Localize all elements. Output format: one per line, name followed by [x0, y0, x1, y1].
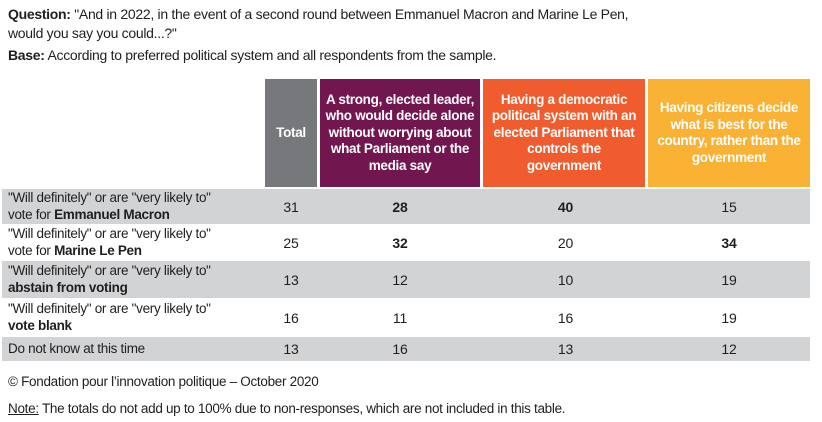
row-label-line2-bold: Marine Le Pen	[54, 242, 142, 258]
table-row: "Will definitely" or are "very likely to…	[2, 261, 810, 298]
table-row: "Will definitely" or are "very likely to…	[2, 298, 810, 337]
copyright: © Fondation pour l’innovation politique …	[8, 374, 319, 389]
row-label: "Will definitely" or are "very likely to…	[2, 190, 265, 223]
value-cell-democratic-system: 13	[557, 341, 574, 357]
row-label: "Will definitely" or are "very likely to…	[2, 263, 265, 296]
value-cell-democratic-system: 40	[557, 198, 574, 215]
row-label-line2-prefix: vote for	[8, 206, 55, 222]
table-body: "Will definitely" or are "very likely to…	[2, 189, 810, 361]
column-header-democratic-system: Having a democratic political system wit…	[483, 79, 645, 187]
row-label: "Will definitely" or are "very likely to…	[2, 301, 265, 334]
row-label-line1: "Will definitely" or are "very likely to…	[8, 301, 211, 316]
column-header-total: Total	[265, 79, 317, 187]
table-row: "Will definitely" or are "very likely to…	[2, 189, 810, 224]
row-label-line2-prefix: vote for	[8, 242, 55, 258]
value-cell-strong-leader: 32	[392, 234, 408, 251]
value-cell-democratic-system: 10	[557, 271, 574, 288]
value-cell-citizens-decide: 12	[721, 341, 737, 357]
intro-block: Question: "And in 2022, in the event of …	[8, 5, 656, 65]
value-cell-strong-leader: 28	[392, 198, 408, 215]
column-header-label: Having a democratic political system wit…	[491, 91, 637, 173]
value-cell-total: 31	[283, 198, 299, 215]
value-cell-total: 13	[283, 341, 299, 357]
note-label: Note:	[8, 401, 39, 416]
value-cell-strong-leader: 16	[392, 341, 408, 357]
row-label: Do not know at this time	[2, 341, 265, 358]
value-cell-democratic-system: 16	[557, 309, 574, 326]
column-header-label: Total	[276, 124, 306, 140]
value-cell-democratic-system: 20	[557, 234, 574, 251]
note: Note: The totals do not add up to 100% d…	[8, 401, 566, 416]
row-label-line1: "Will definitely" or are "very likely to…	[8, 263, 211, 278]
base-text: Base: According to preferred political s…	[8, 47, 497, 63]
value-cell-citizens-decide: 15	[721, 198, 737, 215]
value-cell-total: 13	[283, 271, 299, 288]
base-label: Base:	[8, 47, 45, 63]
value-cell-total: 25	[283, 234, 299, 251]
column-header-label: Having citizens decide what is best for …	[657, 100, 801, 165]
row-label: "Will definitely" or are "very likely to…	[2, 226, 265, 259]
value-cell-strong-leader: 11	[392, 309, 408, 326]
row-label-line2-bold: vote blank	[8, 317, 72, 333]
value-cell-citizens-decide: 34	[721, 234, 737, 251]
value-cell-strong-leader: 12	[392, 271, 408, 288]
row-label-line1: Do not know at this time	[8, 340, 145, 356]
column-header-citizens-decide: Having citizens decide what is best for …	[648, 79, 810, 187]
table-header: Total A strong, elected leader, who would…	[265, 79, 810, 187]
column-header-strong-leader: A strong, elected leader, who would deci…	[320, 79, 480, 187]
question-text: Question: "And in 2022, in the event of …	[8, 6, 629, 41]
value-cell-citizens-decide: 19	[721, 309, 737, 326]
value-cell-citizens-decide: 19	[721, 271, 737, 288]
row-label-line1: "Will definitely" or are "very likely to…	[8, 226, 211, 241]
row-label-line2-bold: abstain from voting	[8, 279, 128, 295]
table-row: Do not know at this time 13 16 13 12	[2, 337, 810, 361]
value-cell-total: 16	[283, 309, 299, 326]
question-label: Question:	[8, 6, 71, 22]
row-label-line2-bold: Emmanuel Macron	[54, 206, 170, 222]
table-row: "Will definitely" or are "very likely to…	[2, 224, 810, 261]
column-header-label: A strong, elected leader, who would deci…	[325, 91, 475, 173]
row-label-line1: "Will definitely" or are "very likely to…	[8, 190, 211, 205]
